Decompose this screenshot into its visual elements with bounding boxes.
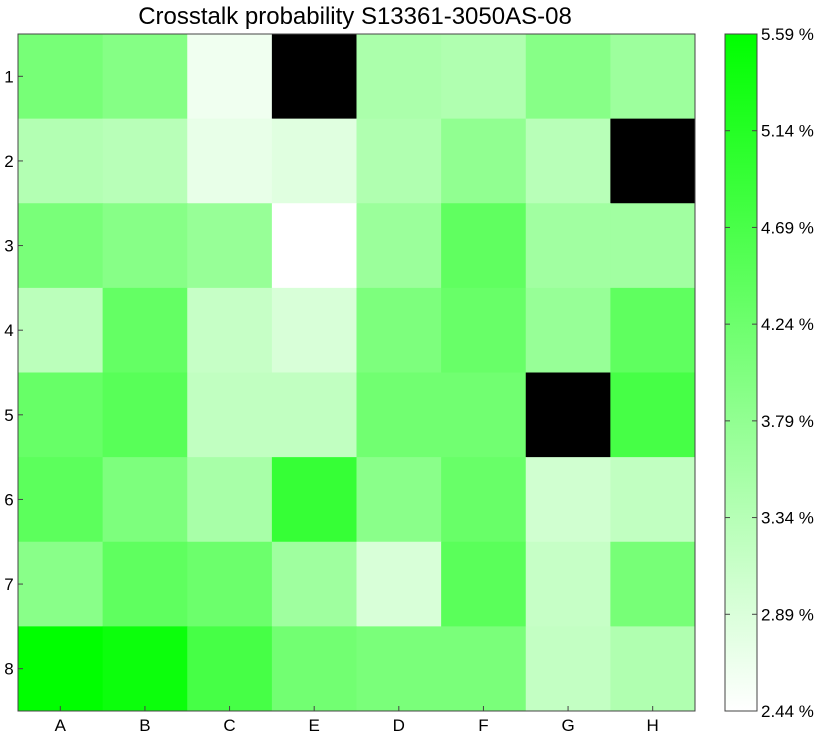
x-tick-label: F <box>478 716 488 735</box>
x-tick-label: H <box>647 716 659 735</box>
heatmap-cell-7-D <box>356 541 442 627</box>
heatmap-cell-8-H <box>610 626 696 712</box>
heatmap-cell-6-A <box>18 457 104 543</box>
heatmap-cell-6-G <box>525 457 611 543</box>
heatmap-cell-3-D <box>356 203 442 289</box>
colorbar-tick-label: 4.69 % <box>761 218 814 237</box>
y-tick-label: 6 <box>4 490 13 509</box>
heatmap-cell-1-A <box>18 34 104 120</box>
x-tick-label: G <box>561 716 574 735</box>
colorbar-tick-label: 3.34 % <box>761 509 814 528</box>
heatmap-cell-8-D <box>356 626 442 712</box>
heatmap-cell-5-G <box>525 372 611 458</box>
heatmap-cell-7-H <box>610 541 696 627</box>
heatmap-cell-2-A <box>18 118 104 204</box>
heatmap-cell-3-F <box>441 203 527 289</box>
y-tick-label: 5 <box>4 406 13 425</box>
chart-title: Crosstalk probability S13361-3050AS-08 <box>138 3 572 30</box>
heatmap-cell-3-B <box>102 203 188 289</box>
colorbar-tick-label: 5.59 % <box>761 25 814 44</box>
heatmap-cell-2-E <box>271 118 357 204</box>
heatmap-cell-2-D <box>356 118 442 204</box>
heatmap-cell-8-B <box>102 626 188 712</box>
heatmap-cell-5-H <box>610 372 696 458</box>
heatmap-cell-5-C <box>187 372 273 458</box>
plot-frame <box>17 33 696 712</box>
heatmap-cell-6-B <box>102 457 188 543</box>
heatmap-cell-1-G <box>525 34 611 120</box>
heatmap-cell-6-E <box>271 457 357 543</box>
heatmap-cell-4-A <box>18 287 104 373</box>
heatmap-cell-8-E <box>271 626 357 712</box>
heatmap-cell-3-G <box>525 203 611 289</box>
heatmap-cell-3-E <box>271 203 357 289</box>
heatmap-cell-5-E <box>271 372 357 458</box>
heatmap-cell-8-C <box>187 626 273 712</box>
heatmap-cell-4-B <box>102 287 188 373</box>
heatmap-cell-7-F <box>441 541 527 627</box>
heatmap-cell-6-H <box>610 457 696 543</box>
x-tick-label: E <box>309 716 320 735</box>
heatmap-cell-8-A <box>18 626 104 712</box>
heatmap-cell-5-D <box>356 372 442 458</box>
colorbar <box>724 33 758 712</box>
heatmap-cell-1-D <box>356 34 442 120</box>
heatmap-cell-6-D <box>356 457 442 543</box>
y-tick-label: 7 <box>4 575 13 594</box>
heatmap-cell-2-G <box>525 118 611 204</box>
colorbar-tick-label: 5.14 % <box>761 122 814 141</box>
y-tick-label: 1 <box>4 67 13 86</box>
heatmap-cell-7-G <box>525 541 611 627</box>
colorbar-tick-label: 2.89 % <box>761 605 814 624</box>
y-axis-ticks: 1 2 3 4 5 6 7 8 <box>4 67 23 679</box>
heatmap-cell-5-F <box>441 372 527 458</box>
colorbar-ticks: 5.59 % 5.14 % 4.69 % 4.24 % 3.79 % 3.34 % 2.89… <box>725 25 814 721</box>
heatmap-cell-5-B <box>102 372 188 458</box>
heatmap-cell-6-C <box>187 457 273 543</box>
heatmap-cell-4-C <box>187 287 273 373</box>
colorbar-tick-label: 4.24 % <box>761 315 814 334</box>
heatmap-cell-7-B <box>102 541 188 627</box>
x-tick-label: C <box>223 716 235 735</box>
heatmap-cell-1-C <box>187 34 273 120</box>
heatmap-cell-2-H <box>610 118 696 204</box>
y-tick-label: 3 <box>4 237 13 256</box>
heatmap-cell-8-F <box>441 626 527 712</box>
y-tick-label: 4 <box>4 321 13 340</box>
x-tick-label: A <box>55 716 67 735</box>
heatmap-cell-3-C <box>187 203 273 289</box>
x-tick-label: B <box>139 716 150 735</box>
heatmap-cell-3-H <box>610 203 696 289</box>
colorbar-tick-label: 2.44 % <box>761 702 814 721</box>
heatmap-cell-1-E <box>271 34 357 120</box>
heatmap-cell-4-E <box>271 287 357 373</box>
heatmap-cell-1-F <box>441 34 527 120</box>
heatmap-cell-6-F <box>441 457 527 543</box>
heatmap-cell-2-F <box>441 118 527 204</box>
heatmap-cell-4-F <box>441 287 527 373</box>
heatmap-cell-1-H <box>610 34 696 120</box>
heatmap-cell-7-C <box>187 541 273 627</box>
heatmap-cells <box>18 34 696 712</box>
heatmap-cell-4-D <box>356 287 442 373</box>
x-tick-label: D <box>393 716 405 735</box>
y-tick-label: 8 <box>4 660 13 679</box>
heatmap-cell-7-E <box>271 541 357 627</box>
heatmap-cell-2-C <box>187 118 273 204</box>
heatmap-cell-8-G <box>525 626 611 712</box>
y-tick-label: 2 <box>4 152 13 171</box>
heatmap-cell-7-A <box>18 541 104 627</box>
heatmap-cell-2-B <box>102 118 188 204</box>
heatmap-cell-5-A <box>18 372 104 458</box>
heatmap-cell-1-B <box>102 34 188 120</box>
heatmap-cell-3-A <box>18 203 104 289</box>
heatmap-cell-4-G <box>525 287 611 373</box>
heatmap-cell-4-H <box>610 287 696 373</box>
colorbar-tick-label: 3.79 % <box>761 412 814 431</box>
